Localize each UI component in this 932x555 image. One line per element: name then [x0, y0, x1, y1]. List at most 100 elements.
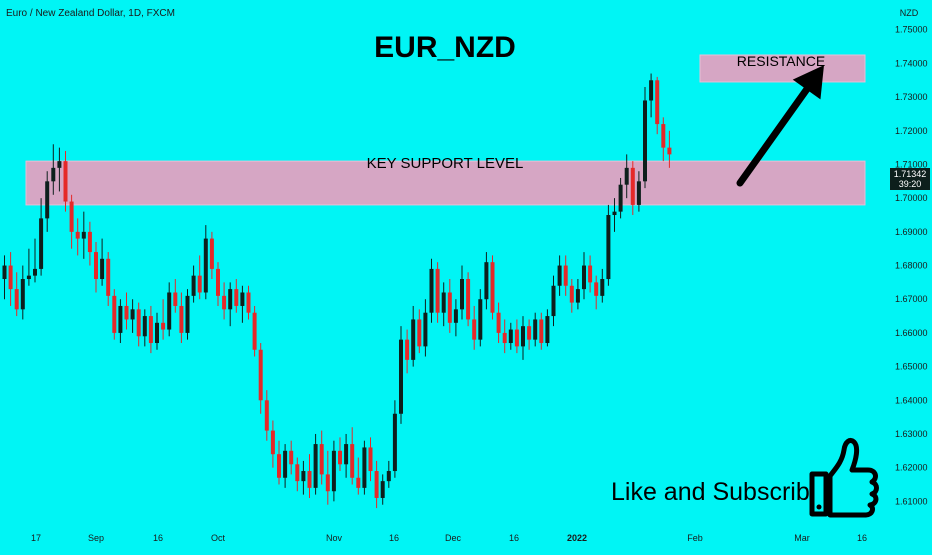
candle	[551, 275, 556, 327]
candle	[106, 252, 111, 306]
candle-body-down	[179, 305, 184, 333]
candle	[429, 258, 434, 323]
price-tick-label: 1.68000	[895, 261, 928, 271]
time-tick-label: 2022	[567, 533, 587, 543]
candle	[216, 262, 220, 306]
bar-countdown: 39:20	[899, 179, 922, 189]
time-tick-label: Oct	[211, 533, 226, 543]
symbol-info: Euro / New Zealand Dollar, 1D, FXCM	[6, 8, 175, 19]
candle	[75, 218, 80, 256]
candle	[490, 255, 495, 320]
currency-label: NZD	[900, 8, 919, 18]
candle-body-up	[45, 181, 50, 219]
candle-body-up	[331, 450, 336, 492]
candle	[630, 161, 635, 216]
candle	[618, 177, 623, 219]
candle	[301, 460, 306, 495]
candle-body-down	[447, 292, 452, 323]
candle	[521, 316, 525, 360]
candle	[362, 440, 367, 495]
candle	[453, 299, 458, 337]
candle-body-up	[521, 326, 525, 347]
candle	[460, 265, 464, 320]
candle-body-down	[514, 329, 519, 347]
candle	[649, 73, 654, 118]
price-tick-label: 1.73000	[895, 92, 928, 102]
candle-body-up	[484, 262, 489, 300]
arrow-head	[792, 65, 824, 100]
price-tick-label: 1.65000	[895, 362, 928, 372]
candle-body-up	[575, 289, 580, 303]
candle-body-down	[588, 265, 593, 283]
candle-body-up	[453, 309, 458, 323]
candle	[51, 144, 56, 195]
candle	[356, 457, 361, 495]
candle-body-down	[527, 326, 532, 340]
candle-body-up	[429, 268, 434, 313]
candle-body-down	[405, 339, 410, 360]
candle	[661, 117, 666, 162]
chart-title: EUR_NZD	[374, 31, 516, 64]
candle-body-up	[155, 322, 159, 344]
candle	[69, 194, 74, 249]
candle-body-down	[496, 312, 501, 333]
candle	[191, 265, 196, 303]
candle-body-down	[222, 295, 227, 310]
candle	[624, 154, 629, 199]
candle-body-down	[466, 279, 471, 320]
candle-body-down	[325, 474, 330, 492]
candle-body-up	[118, 305, 123, 333]
candle-body-up	[386, 471, 391, 482]
candle-body-up	[411, 319, 416, 360]
candle	[582, 252, 586, 300]
candle-body-down	[14, 289, 19, 310]
candle-body-down	[63, 161, 68, 202]
candle-body-down	[319, 444, 324, 475]
candle-body-down	[490, 262, 495, 313]
candles-layer	[2, 73, 672, 509]
candle-body-up	[344, 444, 349, 465]
time-axis[interactable]: 17 Sep 16 Oct Nov 16 Dec 16 2022 Feb Mar 16	[31, 533, 867, 543]
candle-body-down	[435, 268, 440, 313]
candle-body-up	[26, 275, 31, 280]
candle-body-down	[124, 305, 129, 320]
candle-body-down	[8, 265, 13, 290]
candle-body-down	[246, 292, 251, 313]
candle-body-up	[606, 215, 611, 280]
candle	[502, 319, 507, 354]
candle	[484, 252, 489, 310]
candle-body-down	[209, 238, 214, 269]
candle-body-down	[594, 282, 599, 296]
candle	[545, 309, 550, 347]
candle	[100, 238, 105, 286]
candle	[508, 322, 513, 350]
candle	[240, 285, 245, 323]
candle	[563, 255, 568, 296]
candle	[380, 474, 385, 505]
candle	[575, 279, 580, 310]
time-tick-label: 16	[509, 533, 519, 543]
candle-body-down	[356, 477, 361, 488]
candle-body-up	[228, 289, 233, 310]
candle	[527, 319, 532, 350]
price-tick-label: 1.71000	[895, 159, 928, 169]
candle-body-up	[167, 292, 172, 330]
candle-body-up	[557, 265, 562, 286]
candle	[118, 299, 123, 344]
candle	[411, 305, 416, 367]
candle-body-down	[295, 464, 300, 482]
candle	[600, 268, 605, 303]
candle	[344, 433, 349, 478]
candle	[331, 440, 336, 502]
price-tick-label: 1.74000	[895, 58, 928, 68]
candle	[423, 299, 428, 357]
candle-body-down	[234, 289, 239, 306]
candle	[63, 151, 68, 212]
price-axis[interactable]: 1.61000 1.62000 1.63000 1.64000 1.65000 1.660…	[895, 0, 928, 506]
candle-body-up	[39, 218, 44, 269]
candle	[45, 171, 50, 232]
candle	[588, 255, 593, 293]
price-tick-label: 1.70000	[895, 193, 928, 203]
